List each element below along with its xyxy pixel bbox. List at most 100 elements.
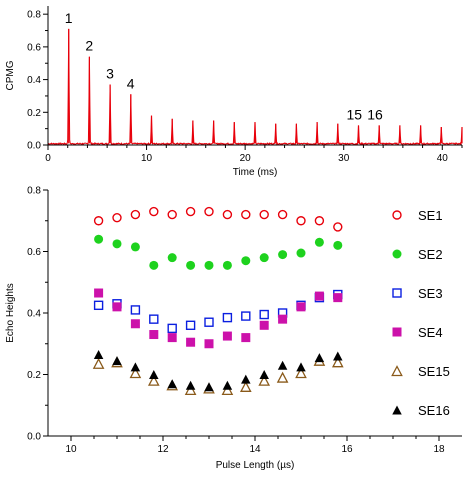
echo-point-se3: [167, 323, 177, 334]
cpmg-y-tick-label: 0.2: [27, 108, 41, 119]
echo-point-se16: [93, 350, 104, 360]
echo-point-se16: [314, 353, 325, 363]
echo-point-se16: [333, 351, 343, 361]
echo-number-label: 2: [85, 38, 93, 54]
echo-x-axis-title: Pulse Length (µs): [216, 460, 295, 471]
echo-point-se2: [241, 256, 251, 266]
cpmg-y-tick-label: 0.0: [27, 141, 41, 152]
cpmg-axes: 0 10 20 30 40 0.0 0.2 0.4 0.6 0.8: [27, 6, 463, 164]
echo-point-se3: [93, 300, 104, 311]
echo-point-se16: [167, 379, 177, 389]
echo-point-se4: [112, 302, 122, 312]
echo-point-se2: [130, 242, 140, 252]
legend-marker-se3: [392, 288, 402, 298]
echo-number-label: 4: [127, 75, 135, 91]
echo-axes: 10 12 14 16 18 0.0 0.2 0.4 0.6 0.8: [27, 186, 462, 455]
echo-point-se4: [296, 302, 306, 312]
echo-point-se1: [259, 209, 269, 220]
echo-point-se4: [94, 288, 104, 298]
echo-y-tick-label: 0.2: [27, 370, 41, 381]
echo-point-se4: [149, 330, 159, 340]
echo-point-se3: [204, 317, 214, 327]
echo-point-se2: [186, 260, 196, 270]
echo-point-se16: [149, 370, 159, 379]
echo-heights-panel: 10 12 14 16 180.00.20.40.60.8 SE1SE2SE3SE4SE…: [5, 186, 462, 471]
legend-label-se1: SE1: [418, 208, 443, 223]
legend-marker-se2: [392, 249, 402, 259]
echo-point-se16: [259, 370, 269, 379]
echo-point-se1: [314, 216, 325, 226]
echo-point-se4: [130, 319, 140, 329]
echo-point-se16: [222, 380, 233, 390]
echo-point-se16: [296, 362, 306, 372]
echo-point-se15: [221, 383, 234, 396]
echo-point-se2: [222, 260, 232, 270]
echo-point-se15: [258, 374, 271, 386]
echo-point-se4: [278, 314, 288, 324]
echo-point-se15: [276, 371, 289, 383]
cpmg-y-axis-title: CPMG: [5, 60, 16, 90]
echo-x-tick-label: 12: [157, 444, 169, 455]
echo-point-se2: [112, 239, 122, 249]
echo-point-se2: [333, 240, 343, 250]
echo-x-tick-label: 18: [433, 444, 445, 455]
cpmg-x-tick-label: 30: [338, 153, 350, 164]
echo-point-se15: [147, 374, 160, 386]
echo-point-se4: [167, 333, 177, 343]
legend-label-se4: SE4: [418, 325, 443, 340]
cpmg-x-axis-title: Time (ms): [233, 167, 278, 178]
echo-point-se1: [185, 206, 196, 217]
echo-point-se2: [204, 260, 214, 270]
echo-point-se16: [185, 380, 196, 390]
cpmg-x-tick-label: 20: [240, 153, 252, 164]
echo-markers-layer: [92, 206, 344, 396]
legend-label-se2: SE2: [418, 247, 443, 262]
echo-point-se15: [129, 367, 142, 379]
echo-point-se3: [149, 314, 159, 324]
echo-point-se4: [259, 320, 269, 330]
echo-y-tick-label: 0.0: [27, 432, 41, 443]
cpmg-y-tick-label: 0.6: [27, 42, 41, 53]
echo-point-se16: [241, 374, 251, 384]
echo-number-label: 15: [347, 106, 363, 122]
echo-x-tick-label: 16: [341, 444, 353, 455]
legend-marker-se15: [391, 365, 403, 377]
echo-point-se1: [130, 209, 141, 220]
echo-point-se4: [333, 293, 343, 303]
echo-point-se4: [204, 339, 214, 349]
echo-point-se4: [241, 333, 251, 343]
echo-point-se1: [277, 209, 288, 220]
echo-point-se1: [112, 212, 122, 223]
echo-point-se2: [149, 260, 159, 270]
echo-point-se1: [333, 222, 343, 232]
echo-point-se2: [167, 253, 177, 263]
echo-y-tick-label: 0.4: [27, 309, 41, 320]
cpmg-x-tick-label: 10: [141, 153, 153, 164]
echo-number-label: 16: [367, 106, 383, 122]
echo-point-se3: [259, 309, 269, 320]
echo-point-se16: [277, 360, 288, 370]
legend-label-se16: SE16: [418, 403, 450, 418]
echo-point-se15: [331, 356, 344, 368]
echo-y-tick-label: 0.6: [27, 247, 41, 258]
echo-y-tick-label: 0.8: [27, 186, 41, 197]
echo-point-se15: [184, 383, 197, 396]
echo-point-se3: [185, 320, 196, 330]
echo-point-se2: [296, 248, 306, 258]
legend-marker-se1: [392, 210, 402, 220]
cpmg-trace-line: [47, 28, 463, 146]
cpmg-x-tick-label: 40: [437, 153, 449, 164]
legend: SE1 SE2 SE3 SE4 SE15 SE16: [391, 208, 450, 418]
echo-point-se1: [149, 206, 159, 217]
echo-x-tick-label: 10: [65, 444, 77, 455]
echo-point-se2: [94, 234, 104, 244]
echo-point-se2: [278, 250, 288, 260]
cpmg-y-tick-label: 0.4: [27, 75, 41, 86]
echo-y-axis-title: Echo Heights: [5, 283, 16, 342]
echo-number-label: 3: [106, 65, 114, 81]
echo-point-se1: [204, 206, 214, 217]
echo-point-se4: [222, 331, 232, 341]
echo-point-se1: [241, 209, 251, 220]
echo-point-se3: [241, 311, 251, 321]
